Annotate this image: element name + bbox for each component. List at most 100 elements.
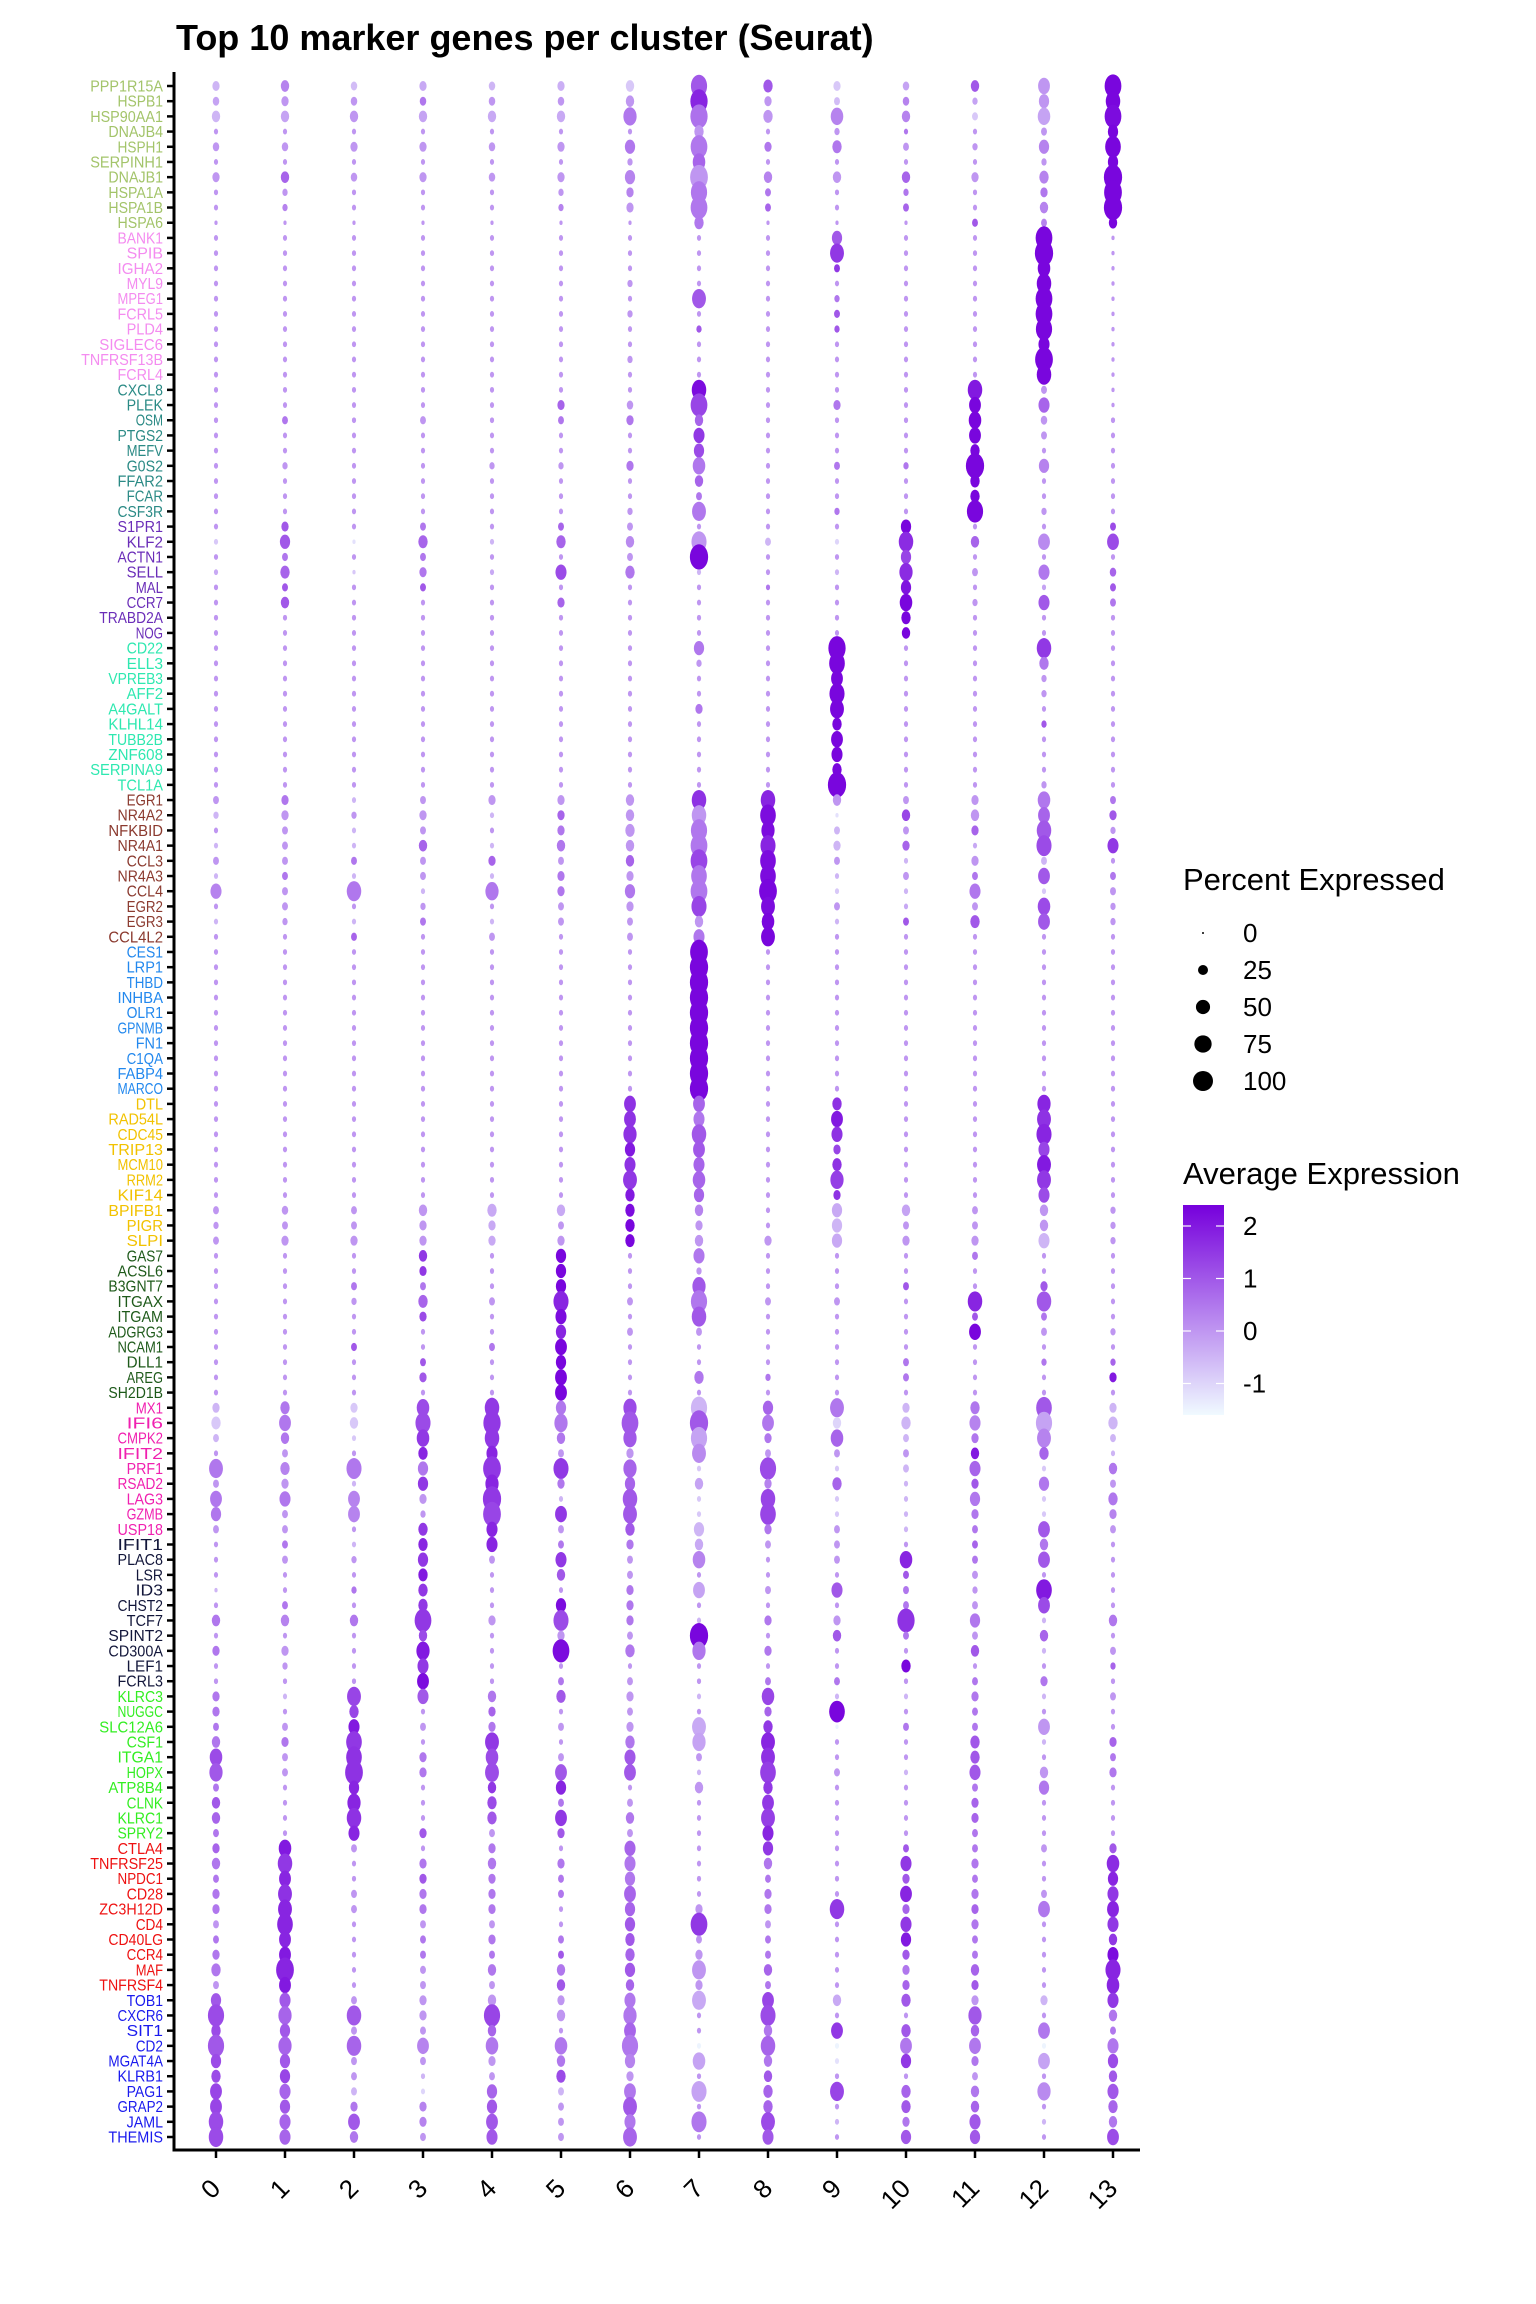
data-dot (625, 565, 635, 579)
data-dot (281, 96, 289, 107)
data-dot (972, 1829, 978, 1838)
data-dot (903, 1358, 909, 1367)
data-dot (696, 325, 702, 333)
data-dot (972, 645, 978, 652)
data-dot (835, 220, 839, 225)
data-dot (419, 1372, 427, 1383)
data-dot (903, 432, 909, 439)
data-dot (763, 1964, 773, 1976)
data-dot (282, 1662, 288, 1670)
data-dot (696, 2042, 702, 2049)
data-dot (972, 1009, 978, 1016)
gene-label: CD40LG (108, 1932, 163, 1949)
data-dot (420, 1176, 426, 1183)
data-dot (903, 1070, 909, 1077)
data-dot (627, 584, 633, 591)
data-dot (624, 170, 636, 185)
data-dot (487, 2024, 497, 2037)
gene-label: PTGS2 (118, 428, 164, 445)
data-dot (970, 489, 980, 503)
data-dot (1041, 766, 1047, 773)
data-dot (627, 279, 633, 288)
gene-label: CCR7 (127, 595, 163, 612)
data-dot (416, 1429, 430, 1447)
data-dot (834, 630, 840, 636)
data-dot (765, 1344, 771, 1350)
data-dot (834, 1297, 840, 1306)
data-dot (627, 1283, 633, 1290)
gene-label: HSPA1B (108, 200, 163, 217)
data-dot (419, 172, 427, 183)
size-legend-label: 25 (1243, 955, 1272, 985)
data-dot (694, 125, 704, 139)
data-dot (1038, 1521, 1050, 1538)
data-dot (1041, 1389, 1047, 1396)
data-dot (1108, 1933, 1118, 1946)
data-dot (282, 887, 288, 896)
data-dot (1111, 250, 1115, 256)
data-dot (834, 599, 840, 606)
data-dot (694, 1781, 704, 1794)
data-dot (832, 717, 842, 731)
data-dot (420, 416, 426, 425)
data-dot (351, 432, 357, 439)
data-dot (351, 250, 357, 257)
data-dot (278, 2036, 292, 2056)
data-dot (346, 1731, 362, 1753)
data-dot (282, 1389, 288, 1396)
data-dot (627, 736, 633, 743)
gene-label: SERPINA9 (90, 762, 163, 779)
gene-label: IGHA2 (118, 261, 164, 278)
data-dot (213, 280, 219, 287)
data-dot (351, 932, 357, 941)
data-dot (627, 1798, 633, 1807)
data-dot (903, 508, 909, 515)
data-dot (696, 1571, 702, 1578)
data-dot (351, 964, 357, 971)
data-dot (207, 2004, 225, 2027)
data-dot (834, 1815, 840, 1821)
data-dot (834, 949, 840, 955)
data-dot (351, 1297, 357, 1306)
data-dot (903, 1585, 909, 1595)
gene-label: SPRY2 (118, 1826, 164, 1843)
gene-label: CXCR6 (118, 2008, 164, 2025)
data-dot (1041, 979, 1047, 986)
data-dot (558, 1921, 564, 1928)
data-dot (903, 871, 909, 881)
data-dot (487, 110, 497, 123)
size-legend-dot (1198, 965, 1208, 975)
data-dot (624, 2053, 636, 2069)
data-dot (903, 1678, 909, 1685)
data-dot (765, 1313, 771, 1320)
data-dot (558, 781, 564, 788)
data-dot (1041, 1344, 1047, 1350)
data-dot (972, 1359, 978, 1366)
data-dot (900, 580, 912, 595)
data-dot (213, 1100, 219, 1107)
data-dot (626, 2071, 634, 2082)
data-dot (696, 523, 702, 530)
data-dot (692, 1717, 706, 1737)
data-dot (903, 1040, 909, 1047)
data-dot (834, 325, 840, 333)
data-dot (903, 1844, 909, 1853)
data-dot (765, 371, 771, 378)
data-dot (555, 1764, 567, 1781)
gene-label: GRAP2 (118, 2099, 164, 2116)
data-dot (627, 250, 633, 257)
data-dot (213, 128, 219, 135)
data-dot (965, 453, 985, 479)
data-dot (351, 1206, 357, 1215)
data-dot (1110, 1161, 1116, 1168)
data-dot (903, 1708, 909, 1715)
data-dot (694, 216, 704, 230)
data-dot (760, 2035, 776, 2056)
data-dot (282, 826, 288, 835)
data-dot (1039, 656, 1049, 670)
data-dot (834, 97, 840, 106)
data-dot (903, 493, 909, 500)
data-dot (558, 690, 564, 697)
color-legend-label: 2 (1243, 1211, 1257, 1241)
data-dot (829, 1899, 845, 1920)
